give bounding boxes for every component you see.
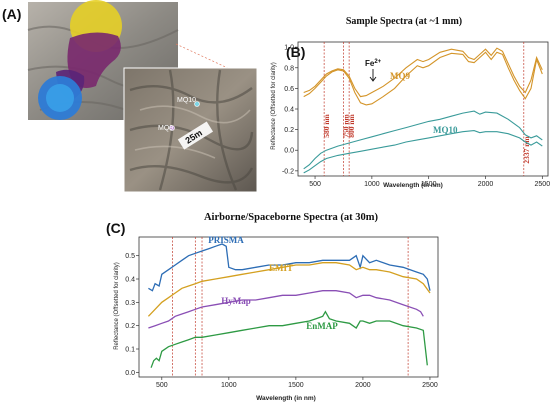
chart-b-xtick-label: 2000 bbox=[478, 181, 494, 188]
chart-c-ytick-label: 0.5 bbox=[125, 253, 135, 260]
panel-a-label: (A) bbox=[2, 6, 21, 22]
chart-c-title: Airborne/Spaceborne Spectra (at 30m) bbox=[204, 212, 379, 223]
chart-c-series-label-hymap: HyMap bbox=[221, 296, 251, 306]
chart-b-title: Sample Spectra (at ~1 mm) bbox=[346, 16, 462, 27]
chart-b-ytick-label: 1.0 bbox=[284, 45, 294, 52]
chart-b-ytick-label: 0.0 bbox=[284, 148, 294, 155]
chart-c-xlabel: Wavelength (in nm) bbox=[256, 395, 316, 402]
chart-b-xtick-label: 2500 bbox=[535, 181, 550, 188]
chart-b-ylabel: Reflectance (Offsetted for clarity) bbox=[271, 62, 277, 150]
chart-b-ytick-label: 0.6 bbox=[284, 86, 294, 93]
chart-c-xtick-label: 2500 bbox=[422, 382, 438, 389]
chart-c-series-label-enmap: EnMAP bbox=[306, 321, 338, 331]
chart-c-ytick-label: 0.0 bbox=[125, 370, 135, 377]
chart-b-xlabel: Wavelength (in nm) bbox=[383, 182, 443, 189]
panel-c-chart: Airborne/Spaceborne Spectra (at 30m) (C)… bbox=[106, 212, 439, 402]
chart-c-ytick-label: 0.1 bbox=[125, 347, 135, 354]
chart-b-xtick-label: 1000 bbox=[364, 181, 380, 188]
chart-b-ytick-label: -0.2 bbox=[282, 168, 294, 175]
chart-c-ytick-label: 0.4 bbox=[125, 277, 135, 284]
fe-arrow bbox=[369, 69, 377, 82]
chart-c-xtick-label: 1000 bbox=[221, 382, 237, 389]
panel-b-chart: Sample Spectra (at ~1 mm) (B) Reflectanc… bbox=[271, 16, 550, 189]
fe-annotation: Fe2+ bbox=[365, 59, 382, 68]
chart-b-xtick-label: 1500 bbox=[421, 181, 437, 188]
marker-mq10 bbox=[194, 101, 200, 107]
chart-c-series-label-prisma: PRISMA bbox=[208, 235, 244, 245]
chart-b-series-line-mq9 bbox=[303, 51, 543, 106]
chart-c-xtick-label: 500 bbox=[156, 382, 168, 389]
zoom-texture-light bbox=[134, 105, 251, 159]
marker-mq9-label: MQ9 bbox=[158, 125, 173, 132]
chart-b-series-label-mq10: MQ10 bbox=[433, 125, 458, 135]
chart-b-series-line-mq10 bbox=[303, 130, 543, 174]
chart-b-reference-label: 2337 nm bbox=[522, 136, 531, 164]
chart-c-series-line-prisma bbox=[148, 243, 431, 292]
chart-c-ytick-label: 0.3 bbox=[125, 300, 135, 307]
chart-b-reference-label: 800 nm bbox=[347, 113, 356, 137]
fe-annotation-base: Fe bbox=[365, 59, 375, 68]
chart-b-series-label-mq9: MQ9 bbox=[390, 71, 410, 81]
chart-c-series-label-emit: EMIT bbox=[269, 263, 293, 273]
chart-b-ytick-label: 0.4 bbox=[284, 107, 294, 114]
panel-c-label: (C) bbox=[106, 220, 125, 236]
chart-c-series-line-enmap bbox=[150, 310, 428, 368]
chart-b-series-line-mq9 bbox=[303, 47, 543, 98]
overview-blue-unit-inner bbox=[46, 84, 74, 112]
chart-b-reference-label: 750 nm bbox=[341, 113, 350, 137]
marker-mq9 bbox=[169, 125, 175, 131]
chart-b-ytick-label: 0.2 bbox=[284, 127, 294, 134]
marker-mq10-label: MQ10 bbox=[177, 97, 196, 104]
panel-b-label: (B) bbox=[286, 44, 305, 60]
chart-c-xtick-label: 1500 bbox=[288, 382, 304, 389]
chart-c-ylabel: Reflectance (Offsetted for clarity) bbox=[114, 262, 120, 350]
chart-b-reference-label: 580 nm bbox=[322, 113, 331, 137]
chart-c-xtick-label: 2000 bbox=[355, 382, 371, 389]
chart-b-series-line-mq10 bbox=[303, 110, 543, 170]
chart-b-ytick-label: 0.8 bbox=[284, 65, 294, 72]
chart-c-series-line-hymap bbox=[148, 290, 424, 329]
chart-b-xtick-label: 500 bbox=[309, 181, 321, 188]
chart-c-series-line-emit bbox=[147, 262, 431, 317]
fe-annotation-sup: 2+ bbox=[374, 59, 381, 65]
chart-c-ytick-label: 0.2 bbox=[125, 323, 135, 330]
panel-a: MQ10 MQ9 25m (A) bbox=[2, 0, 258, 193]
zoom-texture bbox=[129, 69, 254, 191]
chart-c-plot-frame bbox=[138, 236, 439, 378]
